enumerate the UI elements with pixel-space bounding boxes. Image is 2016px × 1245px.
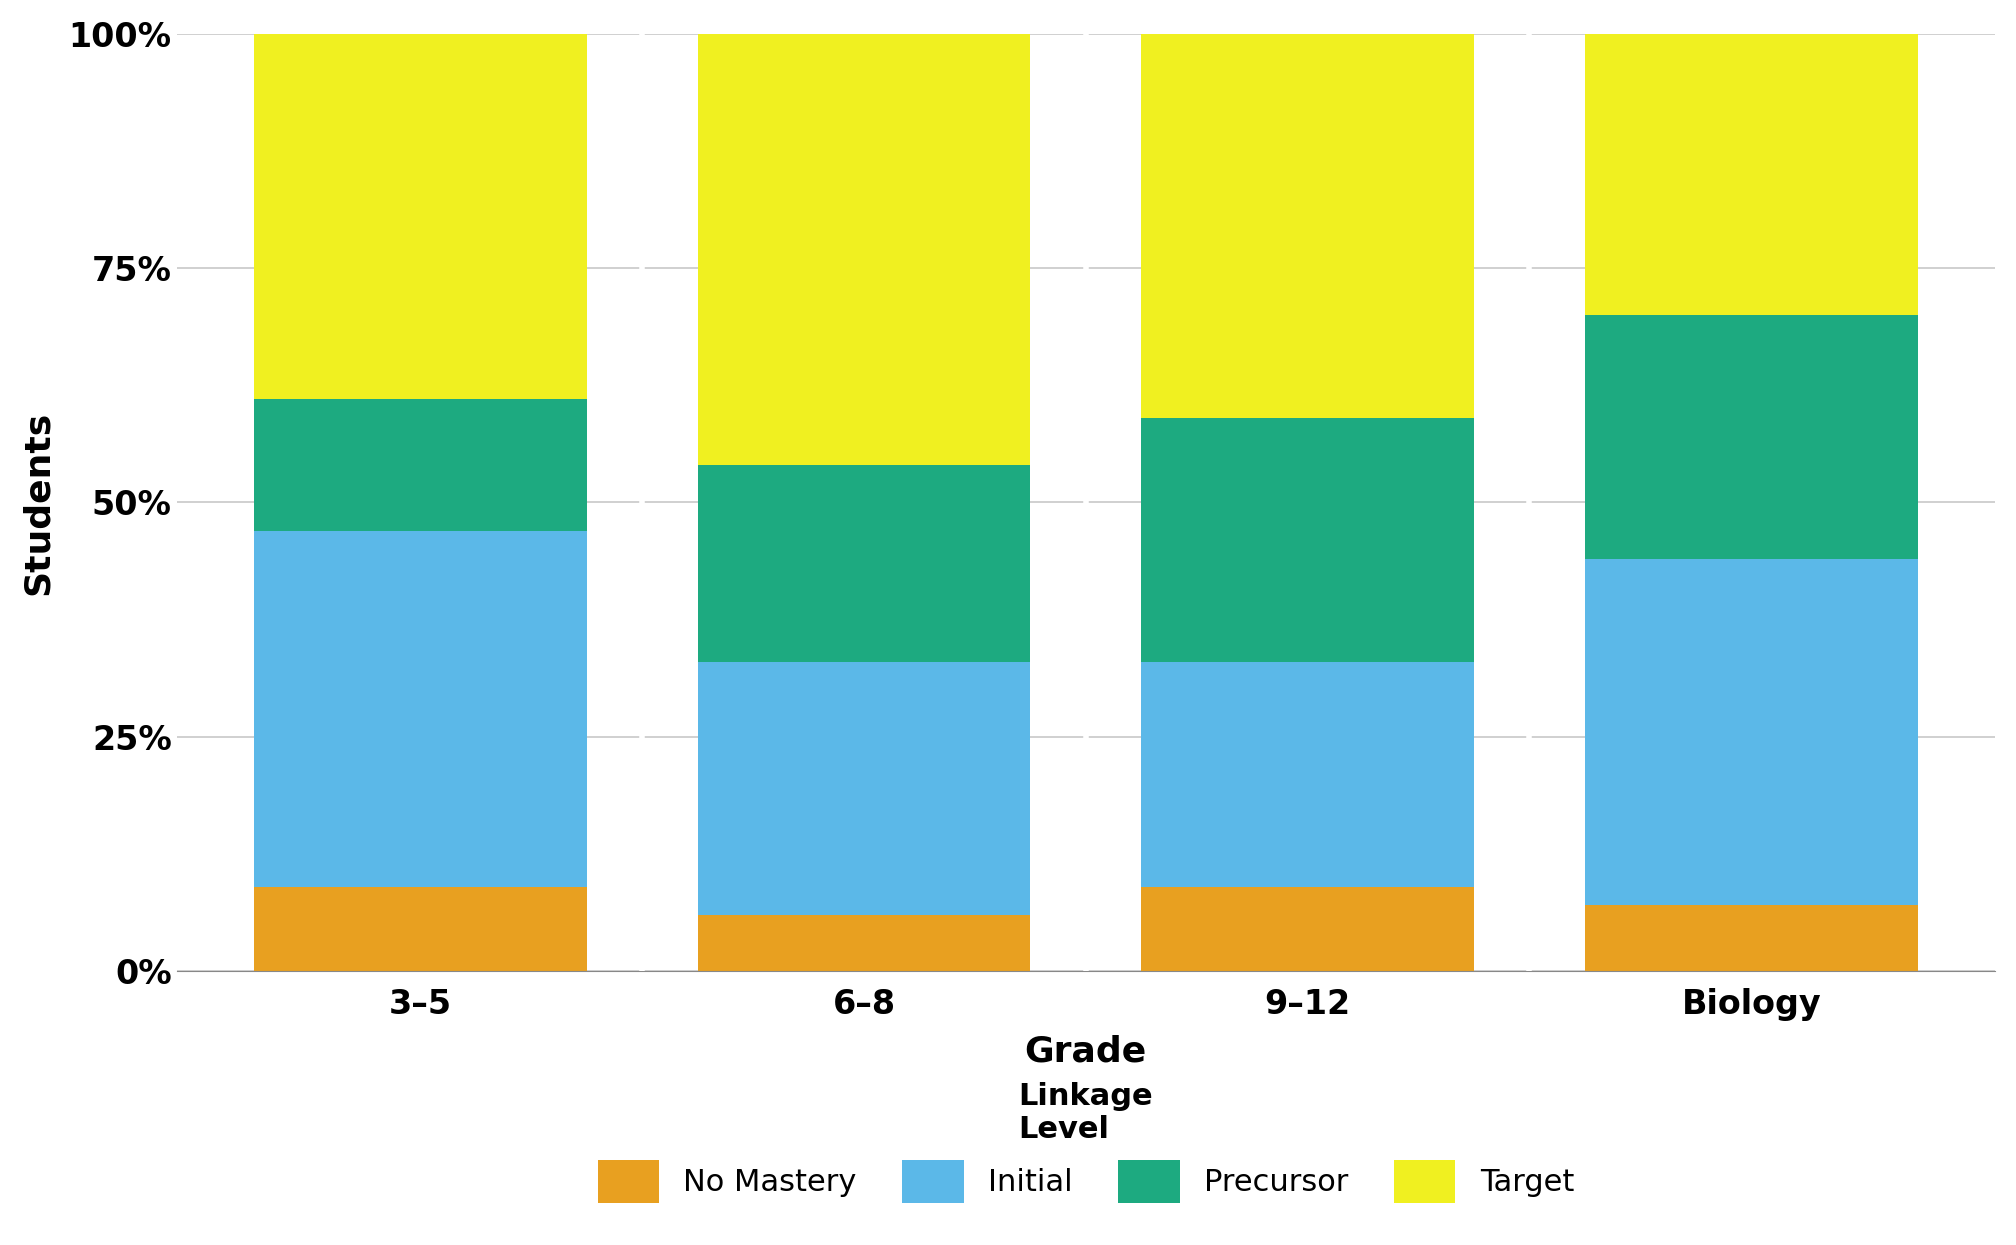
Bar	[1585, 34, 1917, 315]
Bar	[1141, 662, 1474, 886]
Legend: No Mastery, Initial, Precursor, Target: No Mastery, Initial, Precursor, Target	[583, 1067, 1589, 1219]
Bar	[254, 400, 587, 530]
Bar	[698, 34, 1030, 464]
Bar	[698, 662, 1030, 915]
Bar	[1141, 886, 1474, 971]
Bar	[1141, 34, 1474, 418]
Bar	[1141, 418, 1474, 662]
Bar	[254, 34, 587, 400]
Bar	[1585, 905, 1917, 971]
Bar	[698, 915, 1030, 971]
Bar	[1585, 315, 1917, 559]
X-axis label: Grade: Grade	[1024, 1035, 1147, 1068]
Bar	[254, 886, 587, 971]
Bar	[1585, 559, 1917, 905]
Bar	[698, 464, 1030, 662]
Y-axis label: Students: Students	[20, 411, 54, 595]
Bar	[254, 530, 587, 886]
